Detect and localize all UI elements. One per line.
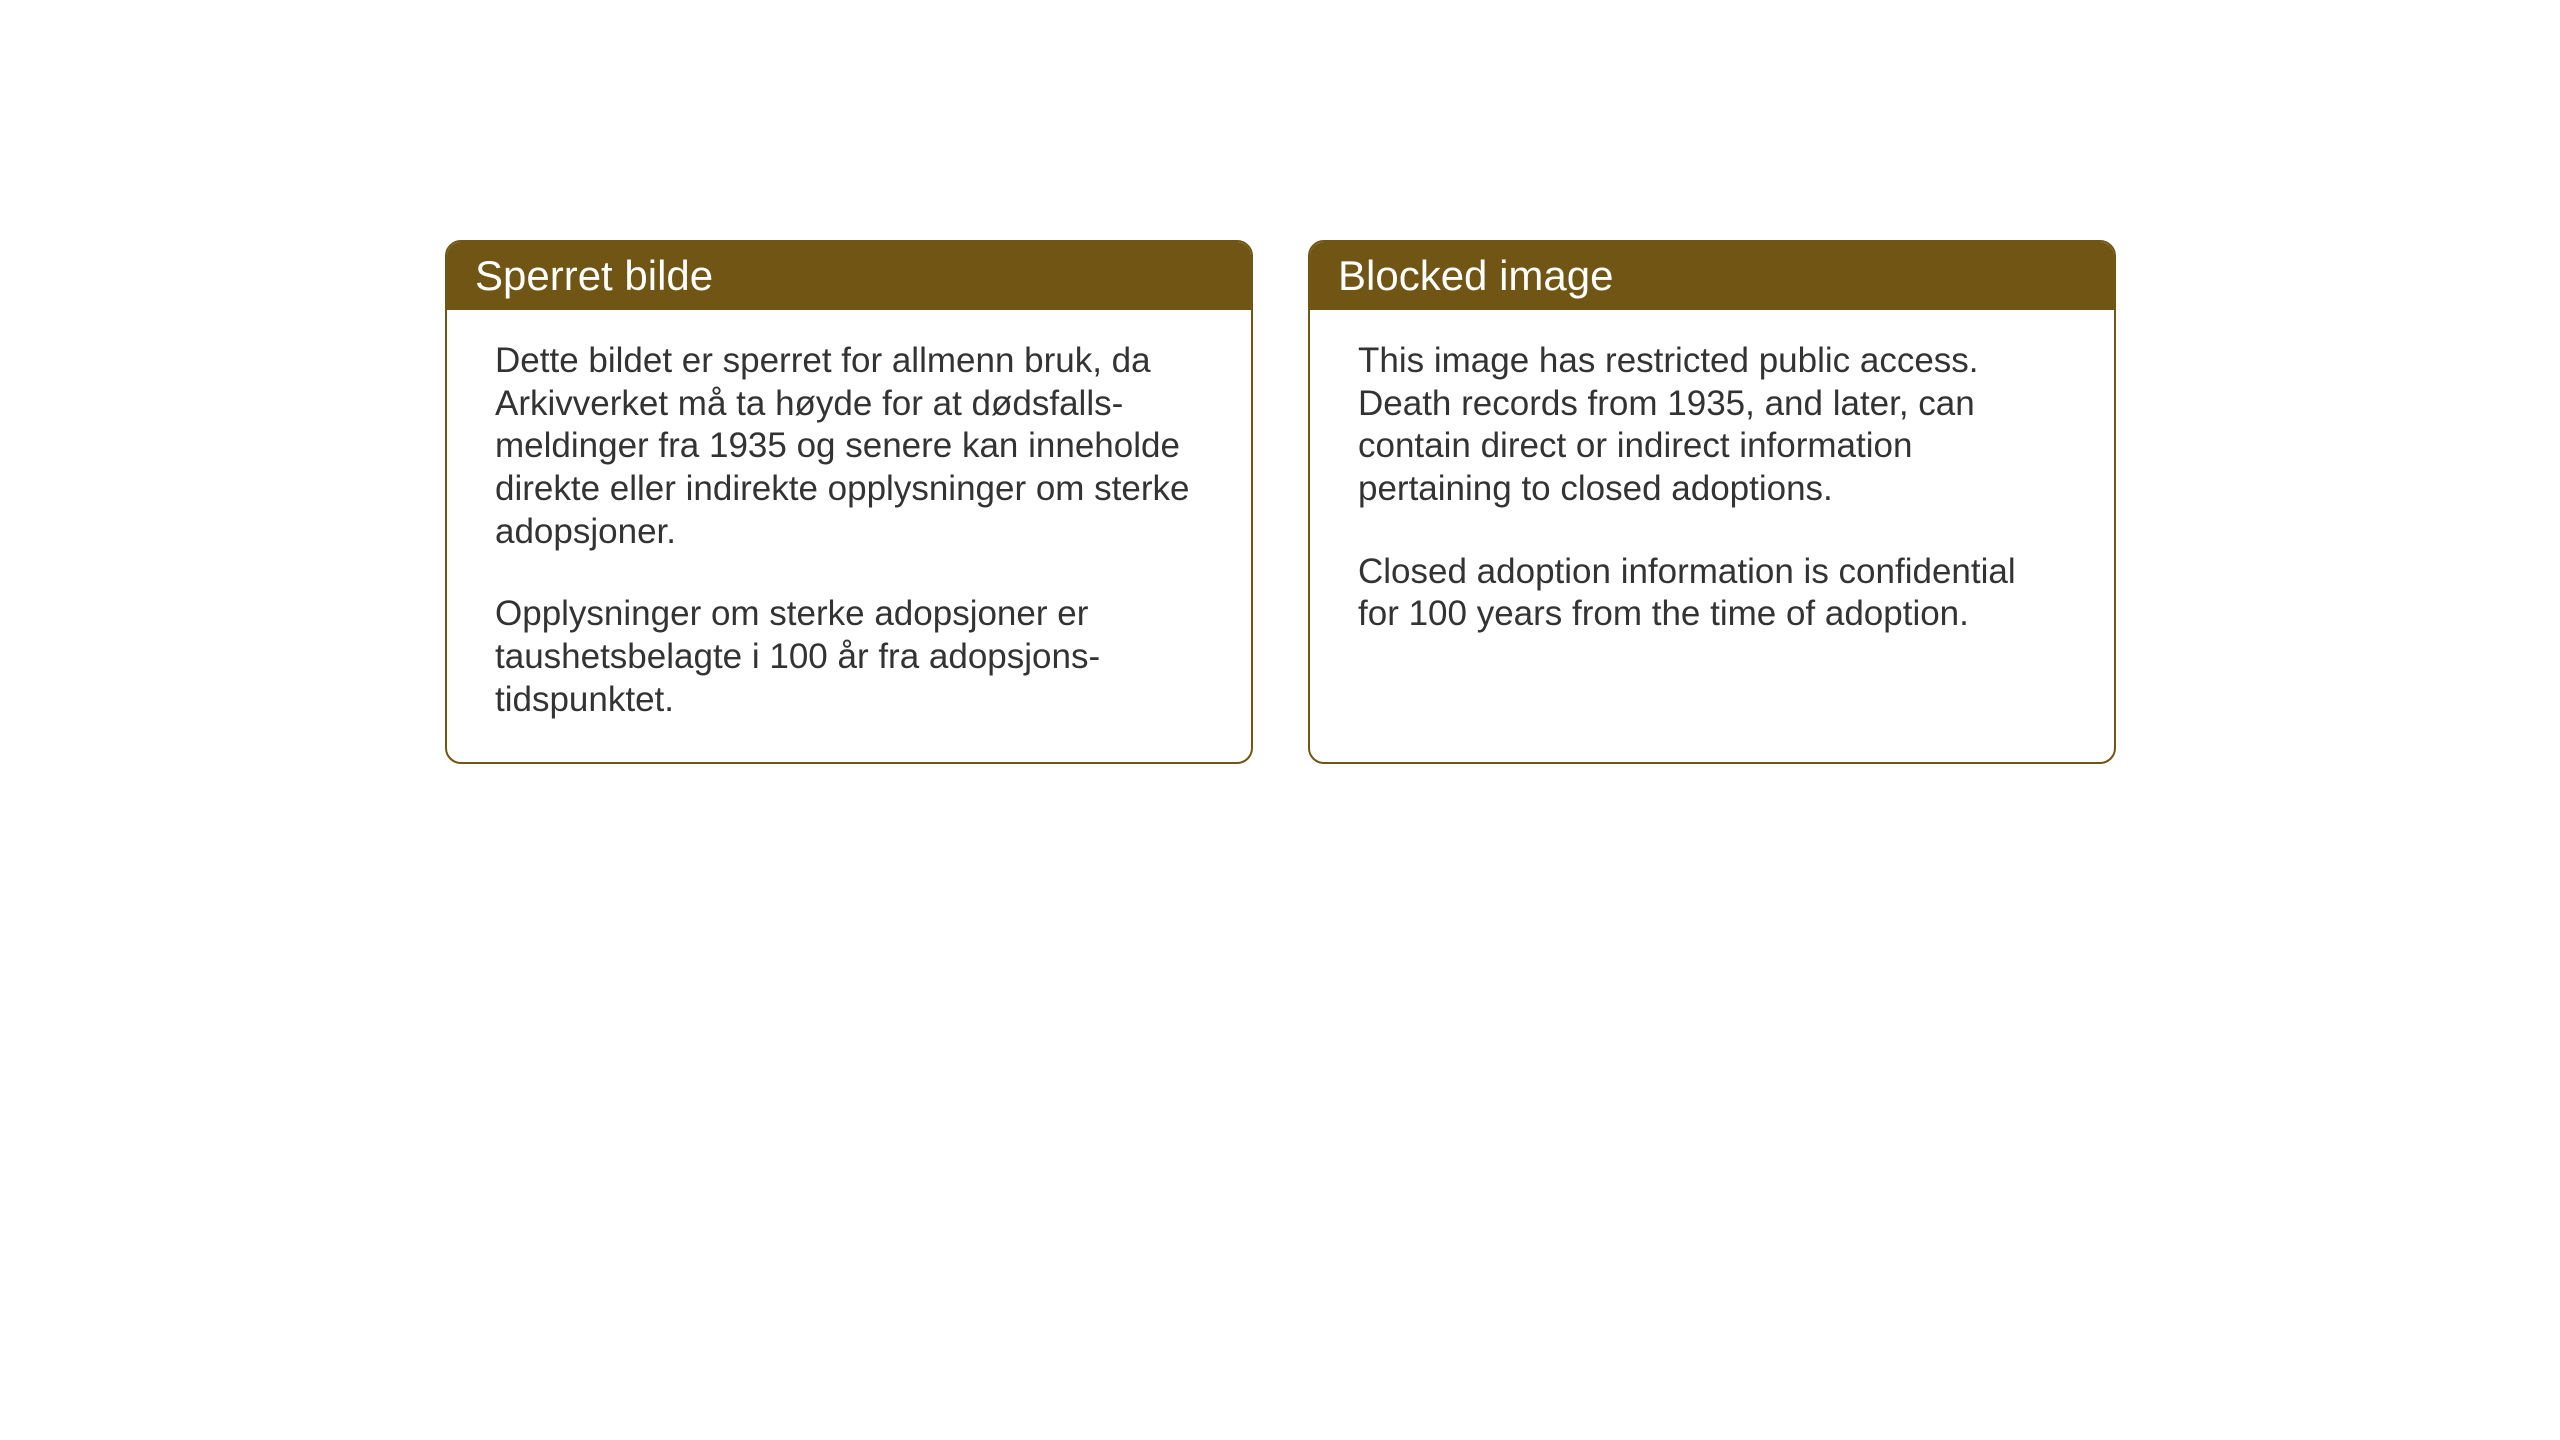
card-paragraph-1-english: This image has restricted public access.… xyxy=(1358,340,2066,511)
card-header-norwegian: Sperret bilde xyxy=(447,242,1251,310)
card-title-english: Blocked image xyxy=(1338,252,1613,299)
notice-card-english: Blocked image This image has restricted … xyxy=(1308,240,2116,764)
card-paragraph-2-norwegian: Opplysninger om sterke adopsjoner er tau… xyxy=(495,593,1203,721)
card-title-norwegian: Sperret bilde xyxy=(475,252,713,299)
card-body-english: This image has restricted public access.… xyxy=(1310,310,2114,676)
card-paragraph-1-norwegian: Dette bildet er sperret for allmenn bruk… xyxy=(495,340,1203,553)
card-paragraph-2-english: Closed adoption information is confident… xyxy=(1358,551,2066,636)
card-header-english: Blocked image xyxy=(1310,242,2114,310)
card-body-norwegian: Dette bildet er sperret for allmenn bruk… xyxy=(447,310,1251,762)
notice-card-norwegian: Sperret bilde Dette bildet er sperret fo… xyxy=(445,240,1253,764)
cards-container: Sperret bilde Dette bildet er sperret fo… xyxy=(445,240,2116,764)
